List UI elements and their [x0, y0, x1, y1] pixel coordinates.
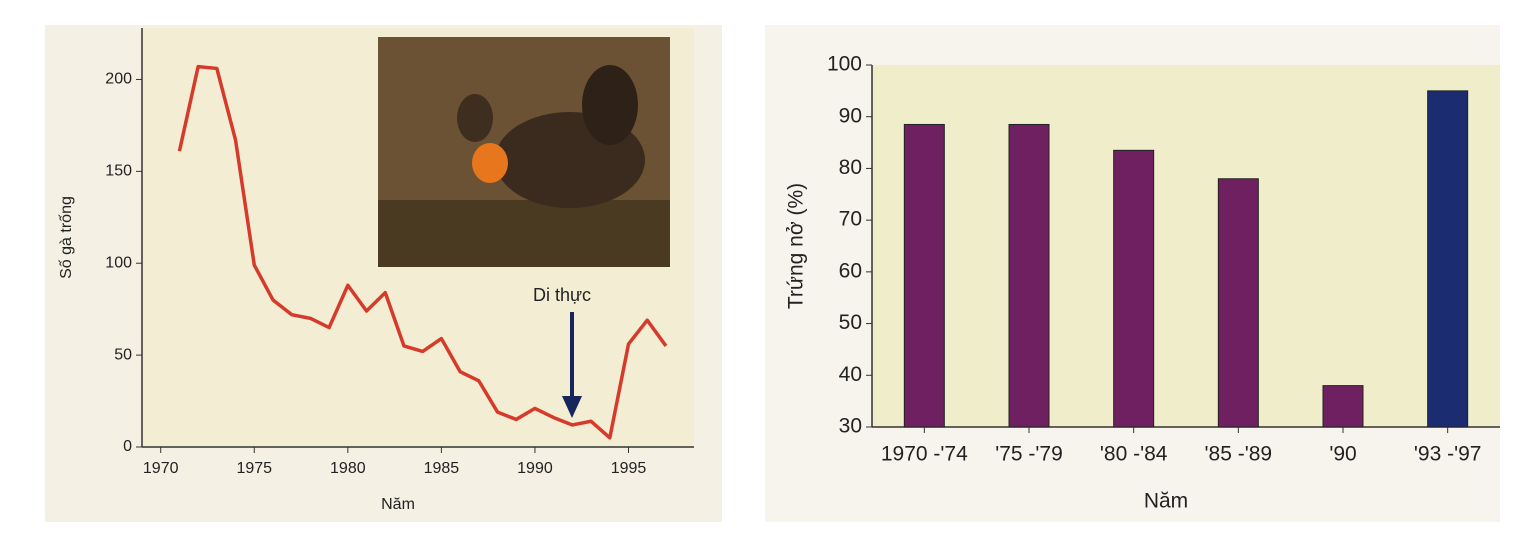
photo	[378, 37, 670, 267]
y-tick-label: 0	[123, 438, 132, 455]
bar	[903, 123, 945, 428]
x-axis-label: Năm	[381, 496, 415, 513]
bar	[1322, 385, 1364, 428]
x-tick-label: '75 -'79	[995, 443, 1063, 466]
x-tick-label: 1980	[330, 460, 366, 477]
y-tick-label: 90	[839, 104, 862, 127]
data-line	[177, 64, 668, 440]
y-tick-label: 50	[839, 311, 862, 334]
y-axis-label: Trứng nở (%)	[785, 183, 808, 309]
annotation-arrow	[562, 312, 582, 418]
y-tick-label: 40	[839, 363, 862, 386]
y-tick-label: 30	[839, 415, 862, 438]
y-tick-label: 100	[105, 254, 132, 271]
bar	[1113, 149, 1155, 428]
y-tick-label: 200	[105, 71, 132, 88]
y-tick-label: 70	[839, 208, 862, 231]
bar	[1217, 178, 1259, 428]
x-tick-label: 1975	[236, 460, 272, 477]
x-tick-label: '85 -'89	[1205, 443, 1273, 466]
plot-area	[872, 65, 1500, 427]
x-tick-label: '80 -'84	[1100, 443, 1168, 466]
annotation: Di thực	[533, 285, 591, 305]
x-tick-label: 1970 -'74	[881, 443, 968, 466]
y-tick-label: 50	[114, 346, 132, 363]
bar	[1427, 90, 1469, 428]
y-tick-label: 150	[105, 163, 132, 180]
x-tick-label: '90	[1329, 443, 1356, 466]
y-tick-label: 100	[827, 53, 862, 76]
y-axis-label: Số gà trống	[58, 196, 75, 279]
x-tick-label: 1990	[517, 460, 553, 477]
x-tick-label: '93 -'97	[1414, 443, 1482, 466]
x-tick-label: 1970	[143, 460, 179, 477]
x-tick-label: 1995	[611, 460, 647, 477]
y-tick-label: 80	[839, 156, 862, 179]
bar	[1008, 123, 1050, 428]
x-axis-label: Năm	[1144, 490, 1188, 513]
x-tick-label: 1985	[424, 460, 460, 477]
y-tick-label: 60	[839, 259, 862, 282]
